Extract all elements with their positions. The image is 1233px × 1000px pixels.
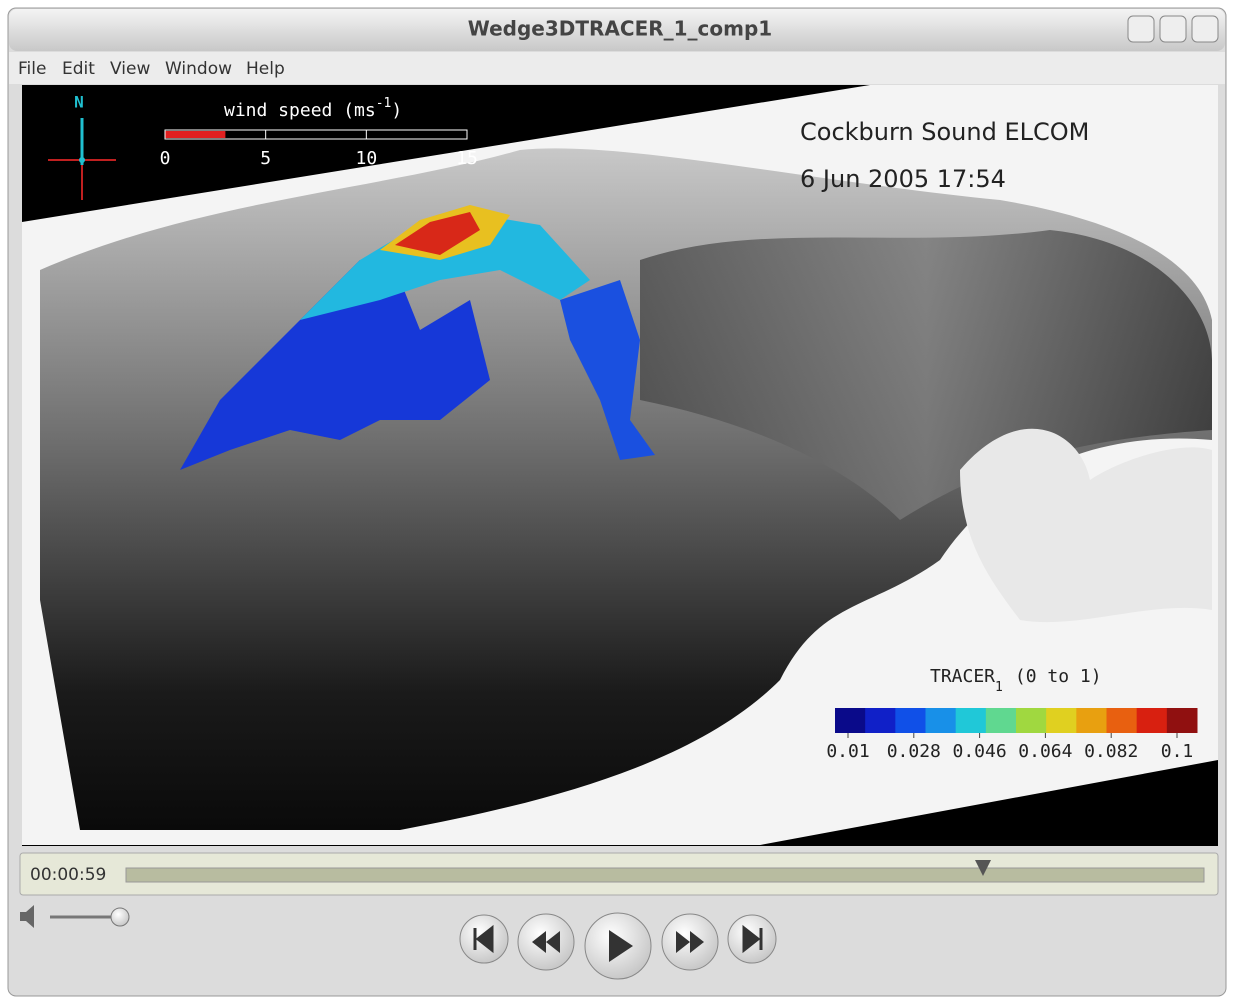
colorbar-segment — [1076, 708, 1107, 733]
colorbar-segment — [1016, 708, 1047, 733]
tracer-plume — [180, 205, 655, 470]
colorbar-tick-label: 0.028 — [887, 741, 941, 762]
colorbar-tick-label: 0.01 — [826, 741, 869, 762]
close-button[interactable] — [1191, 15, 1219, 43]
wind-gauge: 0 5 10 15 — [160, 130, 478, 169]
wind-label-text: wind speed (ms — [224, 100, 376, 121]
volume[interactable] — [20, 905, 130, 928]
menu: File Edit View Window Help — [18, 59, 285, 79]
video-date: 6 Jun 2005 17:54 — [800, 165, 1006, 193]
colorbar-tick-label: 0.1 — [1161, 741, 1194, 762]
colorbar-label-sub: 1 — [995, 680, 1003, 695]
colorbar-segment — [1166, 708, 1198, 733]
colorbar-tick-label: 0.046 — [953, 741, 1007, 762]
wind-label-sup: -1 — [376, 96, 392, 111]
wind-bar — [165, 131, 226, 138]
wind-label-end: ) — [391, 100, 402, 121]
colorbar-tick-label: 0.082 — [1084, 741, 1138, 762]
menu-item[interactable]: File — [18, 59, 46, 79]
colorbar: 0.01 0.028 0.046 0.064 0.082 0.1 — [826, 708, 1198, 762]
colorbar-segment — [925, 708, 957, 733]
compass-label: N — [74, 93, 84, 112]
window-buttons[interactable] — [1127, 15, 1219, 43]
timeline-track[interactable] — [125, 867, 1205, 883]
colorbar-segment — [895, 708, 926, 733]
title-bar — [9, 9, 1225, 51]
transport-controls[interactable] — [459, 912, 777, 980]
menu-item[interactable]: Window — [165, 59, 232, 79]
terrain-hill — [960, 428, 1212, 623]
wind-tick-label: 5 — [260, 148, 271, 169]
colorbar-tick-label: 0.064 — [1018, 741, 1072, 762]
wind-tick-label: 15 — [456, 148, 478, 169]
menu-bar — [9, 52, 1225, 84]
menu-item[interactable]: Edit — [62, 59, 95, 79]
colorbar-segment — [1106, 708, 1138, 733]
colorbar-segment — [985, 708, 1017, 733]
video-title: Cockburn Sound ELCOM — [800, 118, 1089, 146]
colorbar-segment — [955, 708, 987, 733]
menu-item[interactable]: View — [110, 59, 150, 79]
menu-item[interactable]: Help — [246, 59, 285, 79]
wind-label: wind speed (ms-1) — [224, 96, 402, 122]
time-display: 00:00:59 — [30, 865, 106, 885]
minimize-button[interactable] — [1127, 15, 1155, 43]
colorbar-segment — [865, 708, 896, 733]
wind-tick-label: 10 — [355, 148, 377, 169]
colorbar-segment — [835, 708, 866, 733]
colorbar-label-text: TRACER — [930, 666, 995, 687]
maximize-button[interactable] — [1159, 15, 1187, 43]
wind-tick-label: 0 — [160, 148, 171, 169]
window-title: Wedge3DTRACER_1_comp1 — [468, 17, 772, 41]
colorbar-segment — [1136, 708, 1168, 733]
compass — [48, 118, 116, 200]
colorbar-label-range: (0 to 1) — [1015, 666, 1102, 687]
playhead[interactable] — [975, 860, 991, 876]
colorbar-label: TRACER1 (0 to 1) — [930, 666, 1102, 695]
colorbar-segment — [1046, 708, 1077, 733]
